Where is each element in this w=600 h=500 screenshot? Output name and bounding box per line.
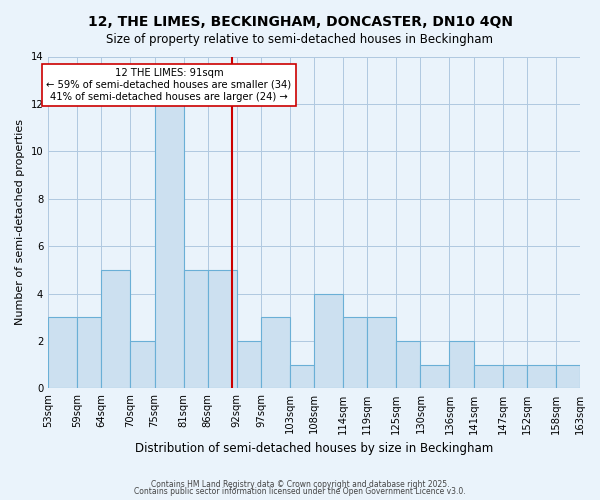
Text: 12, THE LIMES, BECKINGHAM, DONCASTER, DN10 4QN: 12, THE LIMES, BECKINGHAM, DONCASTER, DN… [88,15,512,29]
Bar [527,364,556,388]
Text: Contains HM Land Registry data © Crown copyright and database right 2025.: Contains HM Land Registry data © Crown c… [151,480,449,489]
Bar [261,318,290,388]
Bar [473,364,503,388]
Bar [367,318,396,388]
Bar [237,341,261,388]
Bar [314,294,343,388]
Text: Contains public sector information licensed under the Open Government Licence v3: Contains public sector information licen… [134,487,466,496]
X-axis label: Distribution of semi-detached houses by size in Beckingham: Distribution of semi-detached houses by … [135,442,493,455]
Bar [556,364,580,388]
Bar [155,104,184,389]
Bar [184,270,208,388]
Text: 12 THE LIMES: 91sqm
← 59% of semi-detached houses are smaller (34)
41% of semi-d: 12 THE LIMES: 91sqm ← 59% of semi-detach… [46,68,292,102]
Bar [77,318,101,388]
Bar [503,364,527,388]
Bar [396,341,421,388]
Bar [48,318,77,388]
Bar [421,364,449,388]
Bar [290,364,314,388]
Bar [208,270,237,388]
Bar [130,341,155,388]
Text: Size of property relative to semi-detached houses in Beckingham: Size of property relative to semi-detach… [107,32,493,46]
Bar [101,270,130,388]
Bar [343,318,367,388]
Y-axis label: Number of semi-detached properties: Number of semi-detached properties [15,120,25,326]
Bar [449,341,473,388]
